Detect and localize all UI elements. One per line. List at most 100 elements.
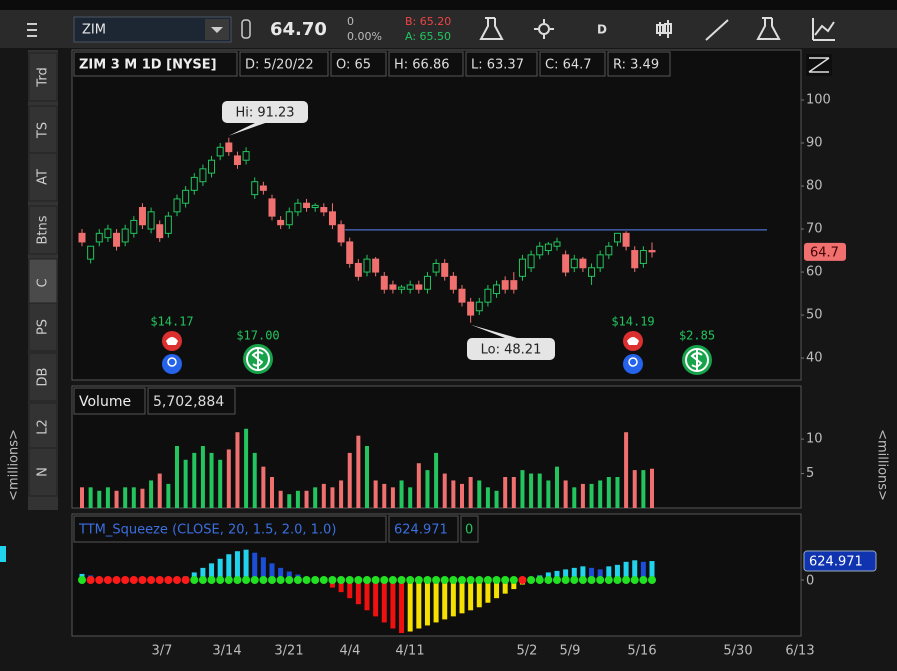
squeeze-bar bbox=[476, 580, 482, 608]
squeeze-bar bbox=[234, 551, 240, 580]
candle-body bbox=[87, 245, 95, 260]
candle-body bbox=[432, 262, 440, 273]
info-chip-box bbox=[388, 51, 464, 77]
candle-body bbox=[613, 232, 621, 243]
squeeze-dot bbox=[535, 576, 544, 584]
sidebar-tab[interactable] bbox=[28, 447, 58, 497]
squeeze-title-box bbox=[73, 515, 387, 543]
squeeze-bar bbox=[433, 580, 439, 623]
squeeze-bar bbox=[563, 569, 569, 580]
volume-tick-label: 5 bbox=[806, 466, 814, 481]
squeeze-dot bbox=[233, 576, 242, 584]
squeeze-dot bbox=[509, 576, 518, 584]
squeeze-dot bbox=[527, 576, 536, 584]
volume-bar bbox=[520, 470, 525, 508]
squeeze-dot bbox=[345, 576, 354, 584]
sidebar-tab[interactable] bbox=[28, 302, 58, 352]
candle-body bbox=[570, 258, 578, 269]
volume-bar bbox=[365, 446, 369, 508]
volume-bar bbox=[529, 473, 534, 508]
candle-body bbox=[518, 258, 526, 277]
x-tick-label: 5/9 bbox=[560, 644, 581, 659]
squeeze-bar bbox=[597, 569, 603, 580]
sidebar-tab[interactable] bbox=[28, 352, 58, 402]
squeeze-bar bbox=[364, 580, 370, 611]
volume-value: 5,702,884 bbox=[153, 394, 224, 410]
squeeze-dot bbox=[164, 576, 173, 584]
volume-bar bbox=[330, 487, 335, 508]
squeeze-dot bbox=[250, 576, 259, 584]
squeeze-bar bbox=[381, 580, 387, 623]
squeeze-dot bbox=[86, 576, 95, 584]
squeeze-dot bbox=[440, 576, 449, 584]
volume-bar bbox=[650, 468, 654, 508]
menu-icon bbox=[27, 23, 37, 37]
squeeze-dot bbox=[406, 576, 415, 584]
squeeze-dot bbox=[328, 576, 337, 584]
bubble-pointer bbox=[470, 324, 517, 338]
squeeze-dot bbox=[518, 576, 527, 584]
earnings-glyph bbox=[166, 337, 178, 345]
volume-bar bbox=[192, 452, 197, 508]
info-chip: R: 3.49 bbox=[613, 58, 659, 73]
volume-bar bbox=[615, 477, 620, 508]
sidebar-tab[interactable] bbox=[28, 258, 58, 308]
volume-bar bbox=[123, 487, 128, 508]
volume-bar bbox=[270, 477, 274, 508]
squeeze-dot bbox=[103, 576, 112, 584]
volume-bar bbox=[485, 487, 490, 508]
event-label: $2.85 bbox=[679, 329, 715, 343]
squeeze-dot bbox=[380, 576, 389, 584]
volume-bar bbox=[503, 477, 508, 508]
volume-title: Volume bbox=[79, 394, 131, 410]
squeeze-dot bbox=[458, 576, 466, 584]
candle-body bbox=[536, 245, 544, 256]
squeeze-label: 624.971 bbox=[809, 555, 863, 570]
volume-bar bbox=[442, 473, 447, 508]
volume-bar bbox=[598, 480, 603, 508]
squeeze-bar bbox=[459, 580, 465, 614]
sidebar-tab[interactable] bbox=[28, 205, 58, 255]
sidebar-tab[interactable] bbox=[28, 105, 58, 155]
squeeze-dot bbox=[337, 576, 346, 584]
squeeze-dot bbox=[78, 576, 86, 584]
candle-body bbox=[199, 168, 207, 183]
volume-bar bbox=[304, 490, 309, 508]
sidebar-tab[interactable] bbox=[28, 402, 58, 452]
sidebar-tab[interactable] bbox=[28, 52, 58, 102]
bubble bbox=[222, 101, 308, 123]
squeeze-dot bbox=[570, 576, 579, 584]
toolbar-icons[interactable] bbox=[479, 17, 835, 41]
event-label: $17.00 bbox=[236, 329, 279, 343]
squeeze-dot bbox=[630, 576, 639, 584]
earnings-glyph bbox=[627, 337, 639, 345]
candle-body bbox=[622, 232, 630, 247]
volume-bar bbox=[451, 480, 456, 508]
volume-bar bbox=[641, 470, 646, 508]
squeeze-bar bbox=[614, 564, 620, 580]
right-axis-unit: <millions> bbox=[875, 429, 890, 501]
squeeze-dot bbox=[432, 576, 441, 584]
candle-body bbox=[449, 275, 457, 290]
candle-body bbox=[631, 250, 639, 269]
link-icon[interactable] bbox=[241, 19, 251, 39]
chart-title: ZIM 3 M 1D [NYSE] bbox=[79, 58, 217, 73]
squeeze-dot bbox=[224, 576, 233, 584]
chart-title-box bbox=[73, 51, 238, 77]
squeeze-bar bbox=[347, 580, 353, 599]
squeeze-dot bbox=[388, 576, 397, 584]
candle-body bbox=[346, 241, 354, 264]
squeeze-bar bbox=[606, 566, 612, 580]
conference-glyph bbox=[628, 357, 638, 367]
candle-body bbox=[648, 250, 656, 253]
volume-bar bbox=[261, 466, 266, 508]
volume-bar bbox=[555, 466, 559, 508]
zero-box bbox=[460, 515, 479, 543]
volume-bar bbox=[226, 449, 231, 508]
symbol-box[interactable] bbox=[73, 16, 232, 43]
period[interactable]: D bbox=[597, 23, 607, 37]
price-label: 64.7 bbox=[810, 245, 839, 260]
volume-bar bbox=[589, 483, 594, 508]
candle-body bbox=[467, 301, 475, 316]
sidebar-tab[interactable] bbox=[28, 152, 58, 202]
